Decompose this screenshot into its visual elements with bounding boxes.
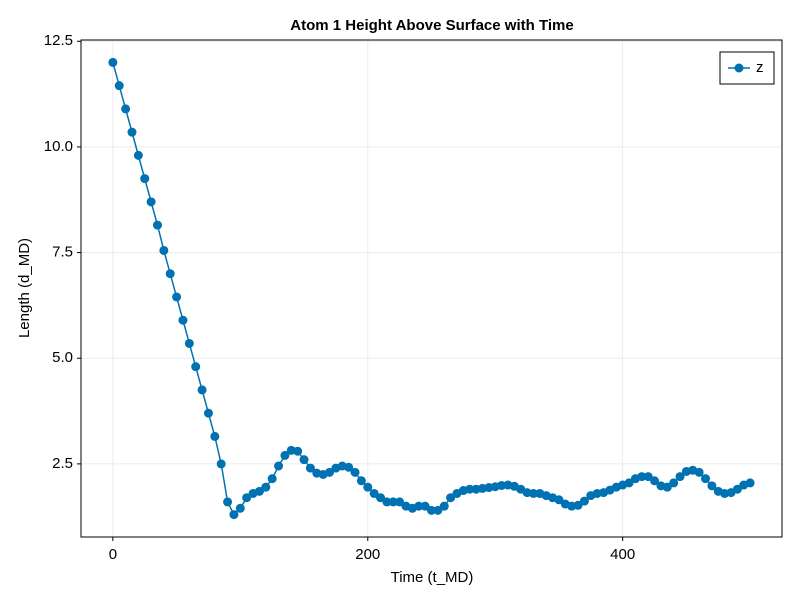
point [624, 478, 634, 488]
point [172, 292, 182, 302]
y-tick-label: 10.0 [44, 138, 73, 155]
point [363, 482, 373, 492]
legend-label: z [756, 59, 764, 76]
chart-title: Atom 1 Height Above Surface with Time [290, 17, 573, 34]
y-tick-label: 12.5 [44, 32, 73, 49]
point [694, 467, 704, 477]
y-tick-label: 5.0 [52, 349, 73, 366]
point [376, 493, 386, 503]
point [420, 501, 430, 511]
point [146, 197, 156, 207]
point [573, 500, 583, 510]
point [254, 486, 264, 496]
point [165, 269, 175, 279]
point [643, 472, 653, 482]
point [121, 104, 131, 114]
x-axis-label: Time (t_MD) [391, 569, 474, 586]
point [235, 503, 245, 513]
point [356, 476, 366, 486]
point [433, 505, 443, 515]
plot-frame [80, 39, 783, 538]
point [579, 496, 589, 506]
point [299, 455, 309, 465]
point [382, 497, 392, 507]
point [707, 481, 717, 491]
y-axis-label: Length (d_MD) [16, 238, 33, 338]
point [229, 510, 239, 520]
point [497, 480, 507, 490]
point [350, 467, 360, 477]
point [662, 482, 672, 492]
point [159, 245, 169, 255]
point [127, 127, 137, 137]
y-tick-label: 2.5 [52, 455, 73, 472]
point [446, 493, 456, 503]
point [191, 362, 201, 372]
point [701, 474, 711, 484]
point [528, 488, 538, 498]
point [216, 459, 226, 469]
point [184, 338, 194, 348]
point [325, 467, 335, 477]
point [108, 57, 118, 67]
point [293, 446, 303, 456]
point [223, 497, 233, 507]
point [140, 174, 150, 184]
legend-marker [734, 63, 744, 73]
point [210, 431, 220, 441]
point [465, 484, 475, 494]
point [669, 478, 679, 488]
point [414, 501, 424, 511]
point [554, 495, 564, 505]
point [344, 462, 354, 472]
point [178, 315, 188, 325]
point [133, 150, 143, 160]
x-tick-label: 0 [109, 546, 117, 563]
point [274, 461, 284, 471]
point [732, 484, 742, 494]
point [203, 408, 213, 418]
point [369, 488, 379, 498]
point [280, 450, 290, 460]
point [745, 478, 755, 488]
point [427, 505, 436, 515]
point [637, 472, 647, 482]
point [439, 501, 449, 511]
point [305, 463, 315, 473]
point [388, 497, 398, 507]
point [650, 476, 660, 486]
point [242, 493, 252, 503]
point [197, 385, 207, 395]
point [675, 472, 685, 482]
point [261, 482, 271, 492]
series-line [112, 62, 751, 516]
point [395, 497, 405, 507]
y-tick-label: 7.5 [52, 244, 73, 261]
point [152, 220, 162, 230]
point [114, 81, 124, 91]
point [267, 474, 277, 484]
x-tick-label: 400 [610, 546, 635, 563]
x-tick-label: 200 [355, 546, 380, 563]
